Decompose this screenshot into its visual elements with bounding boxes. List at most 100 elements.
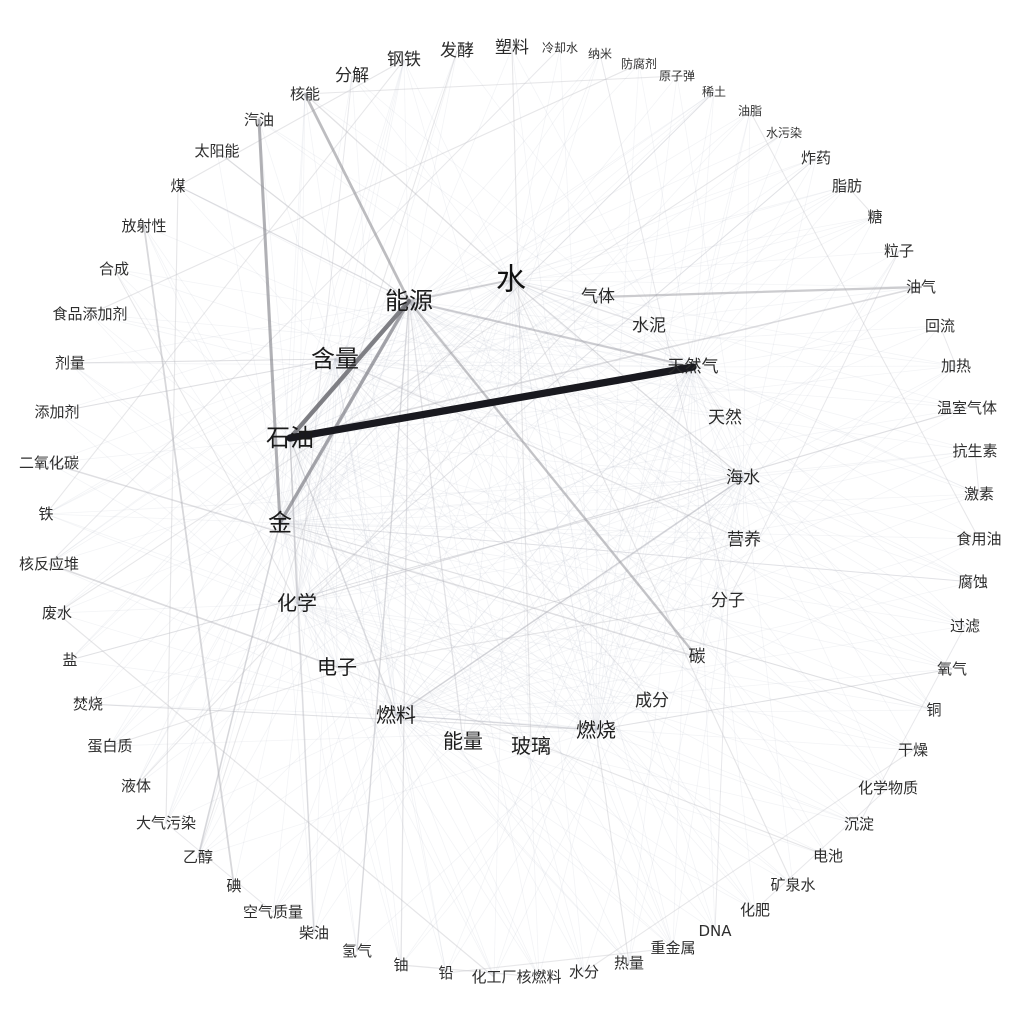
background-edge [510,279,829,857]
background-edge [395,477,744,716]
background-edge [395,714,597,731]
background-edge [672,477,744,949]
background-edge [334,358,914,751]
background-edge [279,522,935,711]
background-edge [279,477,744,524]
background-edge [89,313,336,360]
edge-carbon-dioxide-carbon [48,462,698,658]
background-edge [87,703,397,716]
background-edge [289,437,597,731]
background-edge [296,602,315,934]
node-grease: 油脂 [738,103,762,118]
edge-additive-content [56,358,336,413]
background-edge [395,407,968,716]
background-edge [87,477,744,705]
background-edge [296,450,976,604]
background-edge [692,110,751,368]
node-iodine: 碘 [226,877,241,895]
node-preservative: 防腐剂 [621,56,657,71]
background-edge [510,279,597,731]
background-edge [56,612,397,716]
background-edge [279,185,848,524]
background-edge [289,93,306,439]
background-edge [279,522,397,716]
background-edge [135,366,694,787]
background-edge [395,625,966,716]
background-edge [296,602,495,978]
background-edge [462,279,512,742]
background-edge [336,477,744,668]
node-fuel: 燃料 [376,703,416,727]
background-edge [742,477,974,583]
background-edge [296,602,914,751]
background-edge [87,300,410,705]
background-edge [408,185,848,302]
background-edge [69,659,597,731]
background-edge [510,53,601,281]
background-edge [395,365,957,716]
background-edge [177,185,336,360]
background-edge [510,75,678,281]
background-edge [177,185,410,302]
background-edge [583,477,744,973]
background-edge [279,522,495,978]
background-edge [334,300,410,360]
edge-gold-gasoline [257,118,282,525]
background-edge [279,450,976,524]
background-edge [356,729,597,952]
background-edge [628,477,744,964]
node-seawater: 海水 [726,468,760,488]
background-edge [296,366,694,604]
background-edge [165,714,397,824]
edge-dosage-content [69,358,336,364]
background-edge [742,477,745,541]
node-radioactivity: 放射性 [121,217,166,235]
background-edge [742,477,794,886]
background-edge [313,366,694,934]
background-edge [48,358,336,565]
background-edge [296,602,532,747]
background-edge [742,477,935,711]
background-edge [56,602,298,614]
background-edge [289,437,935,711]
background-edge [113,268,281,524]
background-edge [296,602,860,825]
background-edge [336,279,512,668]
background-edge [595,729,756,911]
background-edge [296,325,941,604]
background-edge [334,358,585,973]
node-carbon: 碳 [689,647,706,667]
edge-precipitate-filtration [858,625,966,825]
background-edge [395,714,756,911]
background-edge [279,216,876,524]
background-edge [279,522,315,934]
edge-content-nutrition [334,358,745,541]
background-edge [279,522,745,541]
background-edge [289,437,540,978]
background-edge [272,714,397,913]
background-edge [289,279,512,439]
node-oil-gas: 油气 [906,278,936,296]
background-edge [272,358,336,913]
background-edge [408,300,829,857]
background-edge [742,157,817,479]
edge-gas-oil-gas [596,285,923,299]
edge-combustion-fuel [395,714,597,731]
edge-air-quality-air-pollution [165,822,274,913]
background-edge [408,300,597,731]
background-edge [135,602,298,787]
background-edge [510,279,968,409]
background-edge [279,522,966,627]
node-atomic-bomb: 原子弹 [659,69,695,83]
background-edge [595,729,860,825]
background-edge [408,300,889,789]
background-edge [510,185,848,281]
background-edge [135,358,336,787]
node-iron: 铁 [38,505,53,523]
background-edge [395,366,694,716]
background-edge [296,493,980,604]
background-edge [692,365,957,368]
background-edge [289,216,876,439]
